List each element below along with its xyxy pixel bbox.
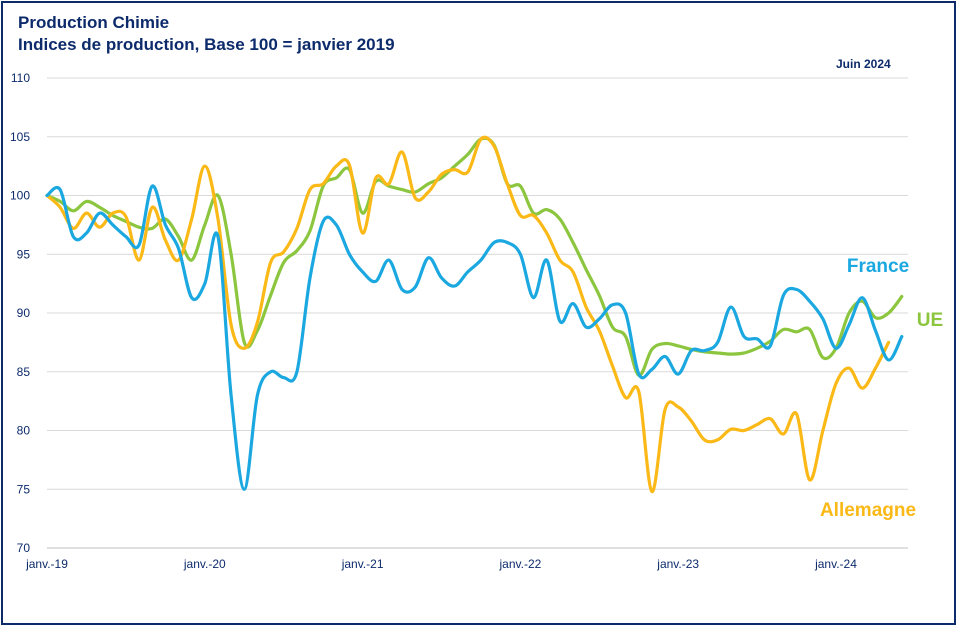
x-tick-label: janv.-19 xyxy=(25,557,68,571)
x-axis: janv.-19 janv.-20 janv.-21 janv.-22 janv.-23… xyxy=(25,557,857,571)
gridlines xyxy=(47,77,908,549)
series-label-france: France xyxy=(847,256,909,277)
series-line-ue xyxy=(45,136,904,377)
x-tick-label: janv.-23 xyxy=(656,557,699,571)
y-tick-label: 85 xyxy=(17,365,31,379)
x-tick-label: janv.-20 xyxy=(183,557,226,571)
y-tick-label: 110 xyxy=(11,71,30,85)
chart-title: Production Chimie Indices de production,… xyxy=(18,12,395,56)
x-tick-label: janv.-24 xyxy=(814,557,857,571)
series-label-allemagne: Allemagne xyxy=(820,500,916,521)
chart-title-line2: Indices de production, Base 100 = janvie… xyxy=(18,35,395,54)
chart-title-line1: Production Chimie xyxy=(18,13,170,32)
series-label-ue: UE xyxy=(917,310,943,331)
series-labels: France UE Allemagne xyxy=(820,256,943,521)
y-tick-label: 80 xyxy=(17,424,31,438)
series-lines xyxy=(45,135,904,494)
y-tick-label: 100 xyxy=(10,189,30,203)
series-line-allemagne xyxy=(45,135,891,494)
y-tick-label: 70 xyxy=(17,541,31,555)
y-tick-label: 105 xyxy=(10,130,30,144)
x-tick-label: janv.-22 xyxy=(498,557,541,571)
y-tick-label: 95 xyxy=(17,247,31,261)
y-axis: 70 75 80 85 90 95 100 105 110 xyxy=(10,71,30,555)
series-line-france xyxy=(45,184,904,491)
y-tick-label: 90 xyxy=(17,306,31,320)
x-tick-label: janv.-21 xyxy=(341,557,384,571)
y-tick-label: 75 xyxy=(17,482,31,496)
date-label: Juin 2024 xyxy=(836,57,891,71)
